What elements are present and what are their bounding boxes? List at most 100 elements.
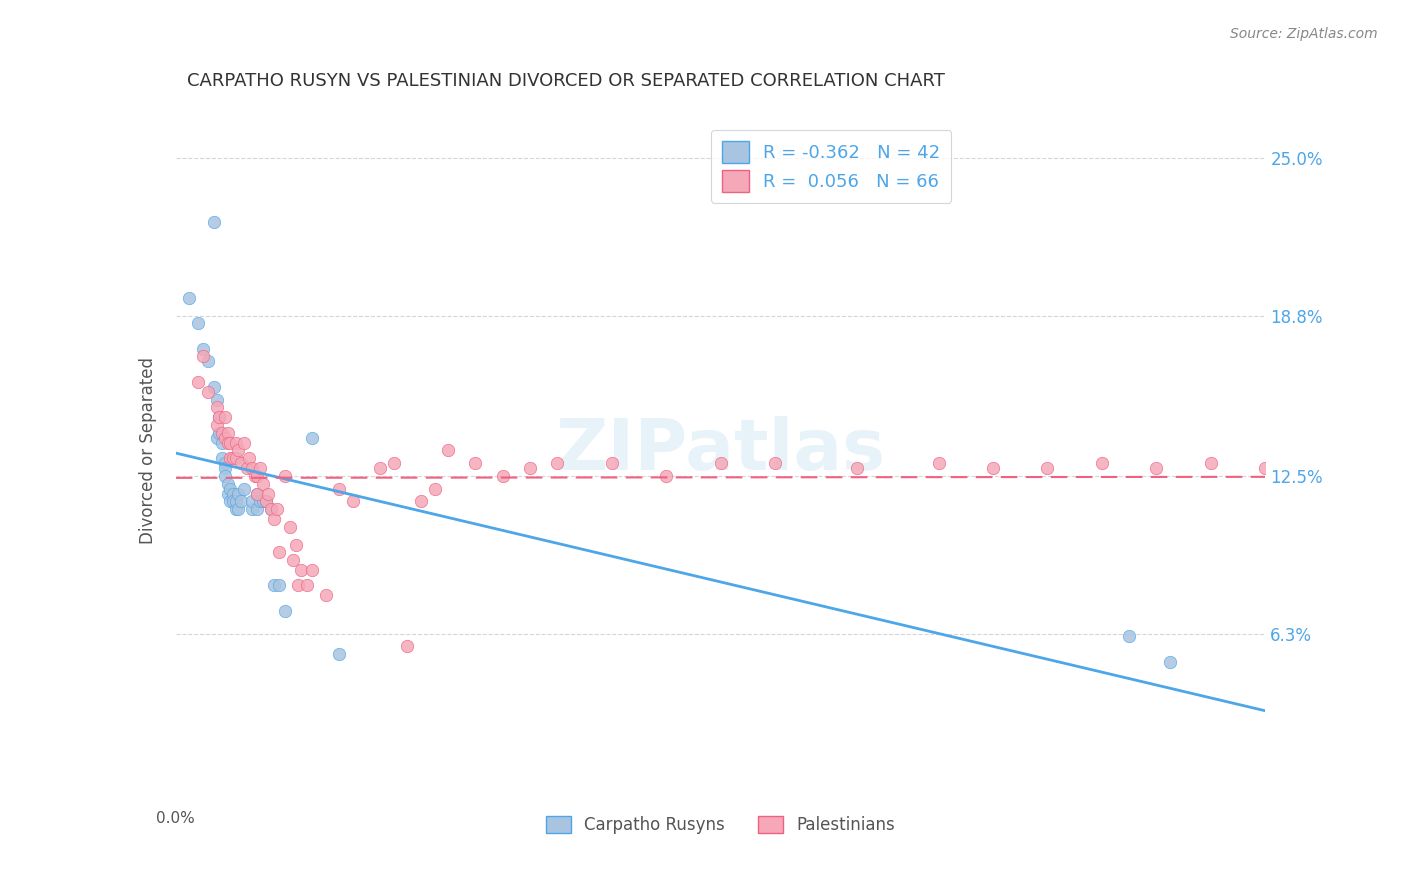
Point — [260, 502, 283, 516]
Point — [1036, 461, 1059, 475]
Point — [368, 461, 391, 475]
Point — [235, 461, 257, 475]
Point — [301, 563, 323, 577]
Text: 0.0%: 0.0% — [156, 811, 195, 826]
Point — [263, 578, 285, 592]
Point — [845, 461, 868, 475]
Point — [284, 538, 307, 552]
Point — [225, 435, 247, 450]
Point — [205, 392, 228, 407]
Point — [225, 451, 247, 466]
Point — [464, 456, 486, 470]
Point — [191, 349, 214, 363]
Point — [214, 456, 236, 470]
Point — [290, 563, 312, 577]
Point — [246, 486, 269, 500]
Point — [228, 443, 250, 458]
Point — [205, 431, 228, 445]
Point — [205, 417, 228, 432]
Point — [214, 469, 236, 483]
Point — [179, 291, 201, 305]
Point — [205, 401, 228, 415]
Point — [202, 214, 225, 228]
Point — [763, 456, 786, 470]
Legend: Carpatho Rusyns, Palestinians: Carpatho Rusyns, Palestinians — [538, 809, 903, 840]
Point — [228, 486, 250, 500]
Point — [240, 461, 263, 475]
Point — [225, 502, 247, 516]
Point — [260, 502, 283, 516]
Point — [232, 435, 254, 450]
Point — [1254, 461, 1277, 475]
Point — [217, 486, 239, 500]
Point — [246, 486, 269, 500]
Point — [519, 461, 541, 475]
Point — [1159, 655, 1181, 669]
Point — [278, 520, 301, 534]
Point — [328, 482, 350, 496]
Text: ZIPatlas: ZIPatlas — [555, 416, 886, 485]
Point — [928, 456, 950, 470]
Point — [710, 456, 733, 470]
Point — [1199, 456, 1222, 470]
Point — [492, 469, 515, 483]
Point — [214, 431, 236, 445]
Point — [249, 461, 271, 475]
Point — [217, 425, 239, 440]
Point — [274, 604, 297, 618]
Point — [219, 482, 242, 496]
Point — [240, 502, 263, 516]
Point — [231, 494, 253, 508]
Point — [197, 354, 219, 368]
Point — [546, 456, 568, 470]
Point — [423, 482, 446, 496]
Point — [208, 425, 231, 440]
Point — [382, 456, 405, 470]
Point — [225, 494, 247, 508]
Point — [1118, 629, 1140, 643]
Point — [437, 443, 460, 458]
Point — [217, 476, 239, 491]
Point — [211, 425, 233, 440]
Point — [219, 494, 242, 508]
Point — [222, 486, 245, 500]
Point — [214, 410, 236, 425]
Point — [1091, 456, 1114, 470]
Point — [287, 578, 309, 592]
Point — [186, 316, 209, 330]
Point — [600, 456, 623, 470]
Point — [217, 435, 239, 450]
Point — [269, 578, 291, 592]
Point — [1144, 461, 1167, 475]
Point — [232, 482, 254, 496]
Point — [197, 384, 219, 399]
Point — [219, 451, 242, 466]
Point — [409, 494, 432, 508]
Point — [254, 494, 277, 508]
Point — [274, 469, 297, 483]
Text: Source: ZipAtlas.com: Source: ZipAtlas.com — [1230, 27, 1378, 41]
Point — [222, 494, 245, 508]
Point — [238, 451, 260, 466]
Point — [246, 469, 269, 483]
Point — [191, 342, 214, 356]
Point — [281, 553, 304, 567]
Point — [208, 410, 231, 425]
Point — [655, 469, 678, 483]
Point — [202, 380, 225, 394]
Point — [243, 469, 266, 483]
Point — [252, 494, 274, 508]
Text: CARPATHO RUSYN VS PALESTINIAN DIVORCED OR SEPARATED CORRELATION CHART: CARPATHO RUSYN VS PALESTINIAN DIVORCED O… — [187, 72, 945, 90]
Point — [246, 502, 269, 516]
Point — [214, 461, 236, 475]
Point — [186, 375, 209, 389]
Point — [219, 435, 242, 450]
Point — [295, 578, 318, 592]
Point — [211, 435, 233, 450]
Point — [301, 431, 323, 445]
Point — [222, 451, 245, 466]
Point — [315, 589, 337, 603]
Point — [208, 410, 231, 425]
Point — [231, 456, 253, 470]
Y-axis label: Divorced or Separated: Divorced or Separated — [139, 357, 157, 544]
